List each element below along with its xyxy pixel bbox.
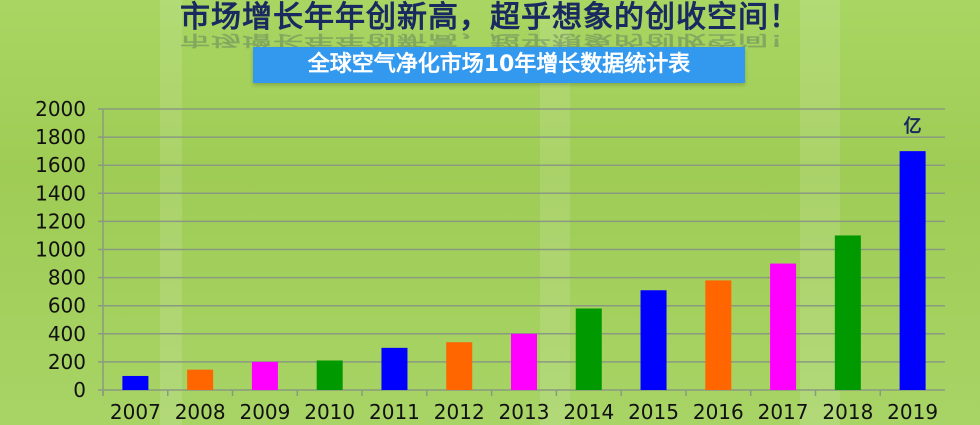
x-tick-label: 2014 — [563, 400, 614, 424]
x-tick-label: 2019 — [887, 400, 938, 424]
x-tick-label: 2018 — [822, 400, 873, 424]
bar-2013 — [511, 333, 537, 390]
chart-title-banner: 全球空气净化市场10年增长数据统计表 — [253, 47, 745, 83]
y-tick-label: 800 — [48, 266, 86, 290]
bar-2011 — [381, 347, 408, 390]
bar-2012 — [446, 342, 473, 390]
bar-2010 — [316, 360, 343, 390]
y-tick-label: 600 — [48, 294, 86, 318]
bg-stripe — [800, 0, 840, 425]
y-tick-label: 0 — [73, 378, 86, 402]
x-tick-label: 2012 — [434, 400, 485, 424]
y-tick-label: 200 — [48, 350, 86, 374]
x-tick-label: 2010 — [304, 400, 355, 424]
x-tick-label: 2017 — [758, 400, 809, 424]
bar-2018 — [834, 235, 861, 390]
y-tick-label: 2000 — [35, 97, 86, 121]
y-tick-label: 400 — [48, 322, 86, 346]
bg-stripe — [160, 0, 182, 425]
x-tick-label: 2007 — [110, 400, 161, 424]
x-tick-label: 2008 — [175, 400, 226, 424]
x-tick-label: 2013 — [499, 400, 550, 424]
bar-2008 — [187, 369, 214, 390]
y-tick-label: 1000 — [35, 238, 86, 262]
bar-2015 — [640, 290, 667, 390]
bar-2007 — [122, 375, 149, 390]
x-tick-label: 2009 — [239, 400, 290, 424]
bar-2019 — [899, 151, 926, 390]
y-tick-label: 1400 — [35, 181, 86, 205]
y-tick-label: 1600 — [35, 153, 86, 177]
x-tick-label: 2016 — [693, 400, 744, 424]
bar-2017 — [770, 263, 797, 390]
y-tick-label: 1800 — [35, 125, 86, 149]
bar-2009 — [251, 361, 278, 390]
x-tick-label: 2011 — [369, 400, 420, 424]
bar-2016 — [705, 280, 732, 390]
x-tick-label: 2015 — [628, 400, 679, 424]
page-title: 市场增长年年创新高，超乎想象的创收空间！ — [180, 0, 800, 35]
y-tick-label: 1200 — [35, 209, 86, 233]
unit-label: 亿 — [904, 115, 922, 137]
bar-2014 — [575, 308, 602, 390]
